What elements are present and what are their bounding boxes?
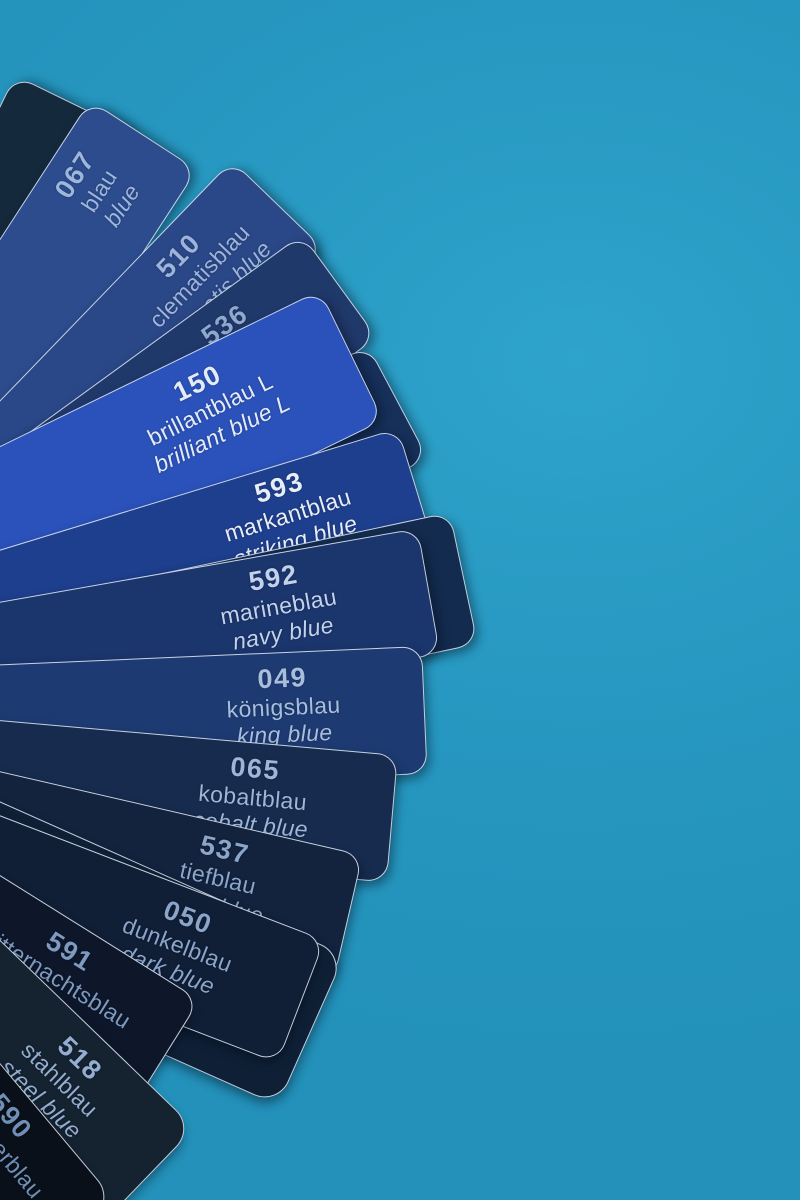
swatch-fan-photo: 067 blau blue 510 clematisblau clematis … [0, 0, 800, 1200]
